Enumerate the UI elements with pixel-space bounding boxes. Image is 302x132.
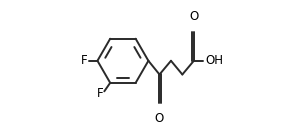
Text: F: F — [96, 87, 103, 100]
Text: OH: OH — [205, 54, 223, 67]
Text: F: F — [81, 54, 88, 67]
Text: O: O — [155, 112, 164, 125]
Text: O: O — [189, 10, 198, 23]
